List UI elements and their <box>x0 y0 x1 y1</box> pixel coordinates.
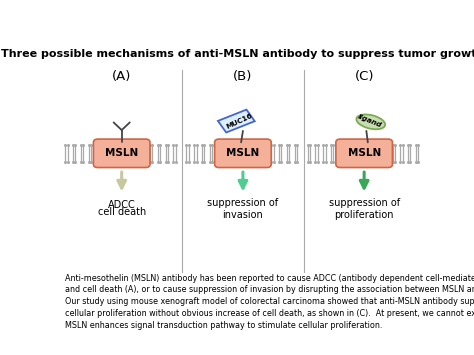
Text: MSLN: MSLN <box>347 148 381 158</box>
Text: Three possible mechanisms of anti-MSLN antibody to suppress tumor growth: Three possible mechanisms of anti-MSLN a… <box>1 49 474 59</box>
FancyBboxPatch shape <box>93 139 150 168</box>
Text: Anti-mesothelin (MSLN) antibody has been reported to cause ADCC (antibody depend: Anti-mesothelin (MSLN) antibody has been… <box>65 274 474 330</box>
Ellipse shape <box>356 114 385 129</box>
Text: (B): (B) <box>233 70 253 83</box>
Polygon shape <box>218 110 255 132</box>
Text: MSLN: MSLN <box>226 148 260 158</box>
Text: (A): (A) <box>112 70 131 83</box>
Text: MSLN: MSLN <box>105 148 138 158</box>
Text: ADCC: ADCC <box>108 200 136 210</box>
Text: MUC16: MUC16 <box>225 113 254 130</box>
Text: cell death: cell death <box>98 207 146 217</box>
Text: ligand: ligand <box>356 114 382 129</box>
Text: suppression of
proliferation: suppression of proliferation <box>328 198 400 220</box>
Text: suppression of
invasion: suppression of invasion <box>207 198 279 220</box>
FancyBboxPatch shape <box>215 139 271 168</box>
Text: (C): (C) <box>355 70 374 83</box>
FancyBboxPatch shape <box>336 139 392 168</box>
